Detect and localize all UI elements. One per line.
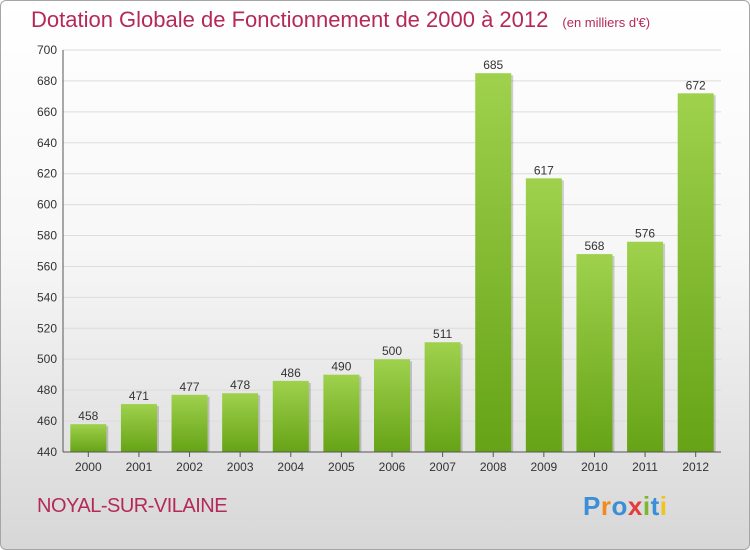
brand-letter: i <box>642 491 651 521</box>
y-tick-label: 440 <box>37 445 57 459</box>
y-tick-label: 540 <box>37 290 57 304</box>
proxiti-logo: Proxiti <box>583 491 667 522</box>
brand-letter: t <box>650 491 660 521</box>
x-tick-label: 2001 <box>126 460 153 474</box>
bar <box>323 374 360 452</box>
x-tick-label: 2004 <box>277 460 304 474</box>
y-tick-label: 640 <box>37 136 57 150</box>
bar <box>120 404 157 452</box>
bar <box>627 241 664 452</box>
bar-value-label: 478 <box>230 378 250 392</box>
bar-value-label: 511 <box>433 327 452 341</box>
bar-value-label: 617 <box>534 163 554 177</box>
chart-title-text: Dotation Globale de Fonctionnement de 20… <box>31 7 549 32</box>
bar-value-label: 490 <box>331 360 351 374</box>
bar-value-label: 458 <box>78 409 98 423</box>
axes: 440 460 480 500 520 540 560 580 600 620 640 660 680 7… <box>37 43 721 474</box>
commune-name: NOYAL-SUR-VILAINE <box>37 495 228 517</box>
x-tick-label: 2005 <box>328 460 355 474</box>
bar <box>272 380 309 452</box>
y-tick-label: 500 <box>37 352 57 366</box>
bar-value-label: 568 <box>584 239 604 253</box>
bar-value-label: 685 <box>483 58 503 72</box>
x-tick-label: 2003 <box>227 460 254 474</box>
y-tick-label: 520 <box>37 321 57 335</box>
bars: 458 471 477 478 486 490 500 511 685 617 568 576 672 <box>70 58 716 453</box>
x-tick-label: 2011 <box>632 460 658 474</box>
bar-value-label: 471 <box>129 389 149 403</box>
bar <box>677 93 714 453</box>
x-tick-label: 2008 <box>480 460 507 474</box>
y-tick-label: 700 <box>37 43 57 57</box>
bar-value-label: 477 <box>180 380 200 394</box>
y-tick-label: 580 <box>37 229 57 243</box>
x-tick-label: 2012 <box>682 460 709 474</box>
brand-letter: r <box>600 491 612 521</box>
x-tick-label: 2009 <box>530 460 557 474</box>
y-tick-label: 620 <box>37 167 57 181</box>
bar <box>424 342 461 452</box>
x-tick-label: 2002 <box>176 460 203 474</box>
x-tick-label: 2006 <box>379 460 406 474</box>
chart-unit: (en milliers d'€) <box>562 15 651 30</box>
x-tick-label: 2000 <box>75 460 102 474</box>
bar <box>525 178 562 453</box>
bar <box>374 359 410 452</box>
x-tick-label: 2007 <box>429 460 456 474</box>
bar <box>475 73 512 452</box>
bar-value-label: 672 <box>686 78 706 92</box>
brand-letter: x <box>627 491 643 521</box>
x-tick-label: 2010 <box>581 460 608 474</box>
y-tick-label: 560 <box>37 259 57 273</box>
bar <box>171 394 208 452</box>
bar-value-label: 576 <box>635 227 655 241</box>
y-tick-label: 480 <box>37 383 57 397</box>
y-tick-label: 460 <box>37 414 57 428</box>
bar <box>70 424 107 452</box>
brand-letter: P <box>583 491 601 521</box>
bar <box>222 393 259 452</box>
brand-letter: o <box>611 491 628 521</box>
y-tick-label: 680 <box>37 74 57 88</box>
bar-value-label: 486 <box>281 366 301 380</box>
brand-letter: i <box>659 491 668 521</box>
y-tick-label: 660 <box>37 105 57 119</box>
bar <box>576 254 613 452</box>
bar-value-label: 500 <box>382 344 402 358</box>
y-tick-label: 600 <box>37 198 57 212</box>
chart-title: Dotation Globale de Fonctionnement de 20… <box>31 7 650 33</box>
